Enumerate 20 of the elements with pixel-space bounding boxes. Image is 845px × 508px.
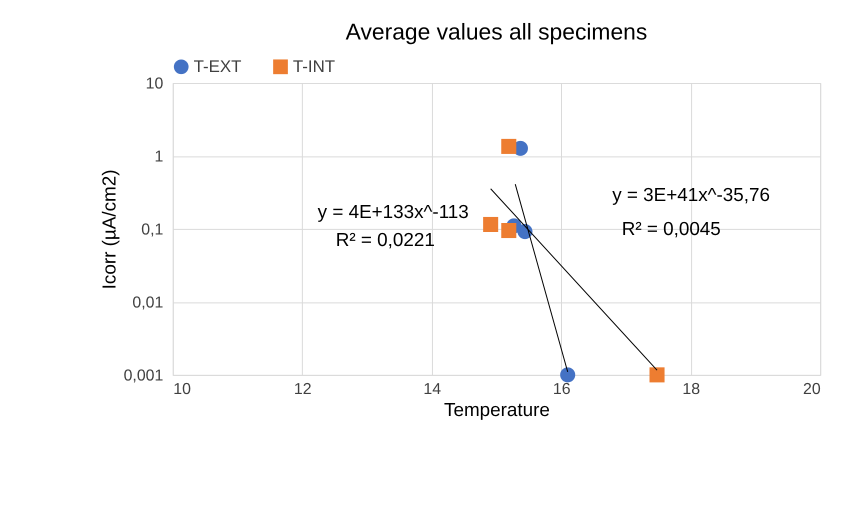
x-tick-label: 12 [294, 381, 312, 398]
annotation: y = 3E+41x^-35,76 [612, 184, 770, 206]
annotation: R² = 0,0221 [336, 228, 435, 250]
x-axis-title: Temperature [444, 399, 550, 420]
x-tick-label: 20 [803, 381, 821, 398]
y-tick-label: 10 [146, 75, 164, 92]
annotation: R² = 0,0045 [622, 218, 721, 239]
y-axis-title: Icorr (µA/cm2) [98, 169, 120, 290]
legend-label: T-EXT [194, 56, 242, 76]
y-tick-label: 0,1 [141, 221, 164, 238]
x-tick-label: 18 [682, 381, 700, 398]
annotation: y = 4E+133x^-113 [318, 200, 469, 222]
legend-label: T-INT [292, 56, 336, 76]
x-tick-label: 14 [423, 381, 442, 398]
y-tick-label: 1 [154, 148, 164, 166]
chart-title: Average values all specimens [346, 18, 648, 44]
y-tick-label: 0,001 [124, 367, 164, 384]
x-tick-label: 10 [173, 381, 192, 398]
x-tick-label: 16 [552, 381, 571, 398]
y-tick-label: 0,01 [132, 294, 164, 312]
